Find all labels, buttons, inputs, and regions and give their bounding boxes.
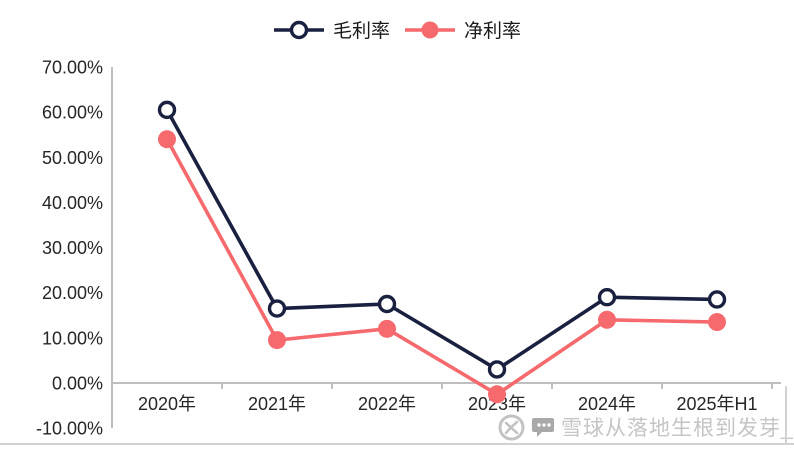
- data-point-marker: [157, 100, 177, 120]
- data-point-marker: [377, 294, 397, 314]
- x-axis-tick-label: 2020年: [138, 394, 196, 414]
- data-point-marker: [158, 130, 176, 149]
- data-point-marker: [268, 331, 286, 350]
- x-axis-tick-label: 2022年: [358, 394, 416, 414]
- legend-label-net-margin: 净利率: [464, 21, 522, 42]
- legend-label-gross-margin: 毛利率: [332, 21, 390, 42]
- data-point-marker: [378, 319, 396, 338]
- series-line-0: [165, 108, 719, 372]
- x-axis-tick-label: 2021年: [248, 394, 306, 414]
- y-axis-tick-label: 30.00%: [42, 238, 103, 258]
- chart-legend: 毛利率 净利率: [0, 16, 794, 43]
- y-axis-tick-label: 50.00%: [42, 148, 103, 168]
- x-axis-tick-label: 2023年: [468, 394, 526, 414]
- data-point-marker: [488, 385, 506, 404]
- y-axis-tick-label: 20.00%: [42, 283, 103, 303]
- x-axis-tick-label: 2024年: [578, 394, 636, 414]
- y-axis-tick-label: 10.00%: [42, 328, 103, 348]
- data-point-marker: [267, 299, 287, 318]
- chart-border-bottom: [0, 443, 794, 445]
- y-axis-tick-label: 60.00%: [42, 103, 103, 123]
- y-axis-tick-label: 0.00%: [52, 374, 103, 394]
- y-axis-tick-label: 70.00%: [42, 58, 103, 78]
- data-point-marker: [487, 360, 507, 379]
- data-point-marker: [598, 310, 616, 329]
- open-circle-line-marker-icon: [273, 20, 324, 39]
- series-line-1: [165, 137, 719, 397]
- y-axis-tick-label: -10.00%: [36, 419, 103, 439]
- data-point-marker: [708, 313, 726, 332]
- legend-item-net-margin: 净利率: [404, 16, 521, 43]
- data-point-marker: [597, 288, 617, 307]
- y-axis-tick-label: 40.00%: [42, 193, 103, 213]
- x-axis-tick-label: 2025年H1: [676, 394, 757, 414]
- data-point-marker: [707, 290, 727, 309]
- chart-border-right: [785, 386, 787, 445]
- legend-item-gross-margin: 毛利率: [273, 16, 390, 43]
- filled-circle-line-marker-icon: [405, 21, 455, 38]
